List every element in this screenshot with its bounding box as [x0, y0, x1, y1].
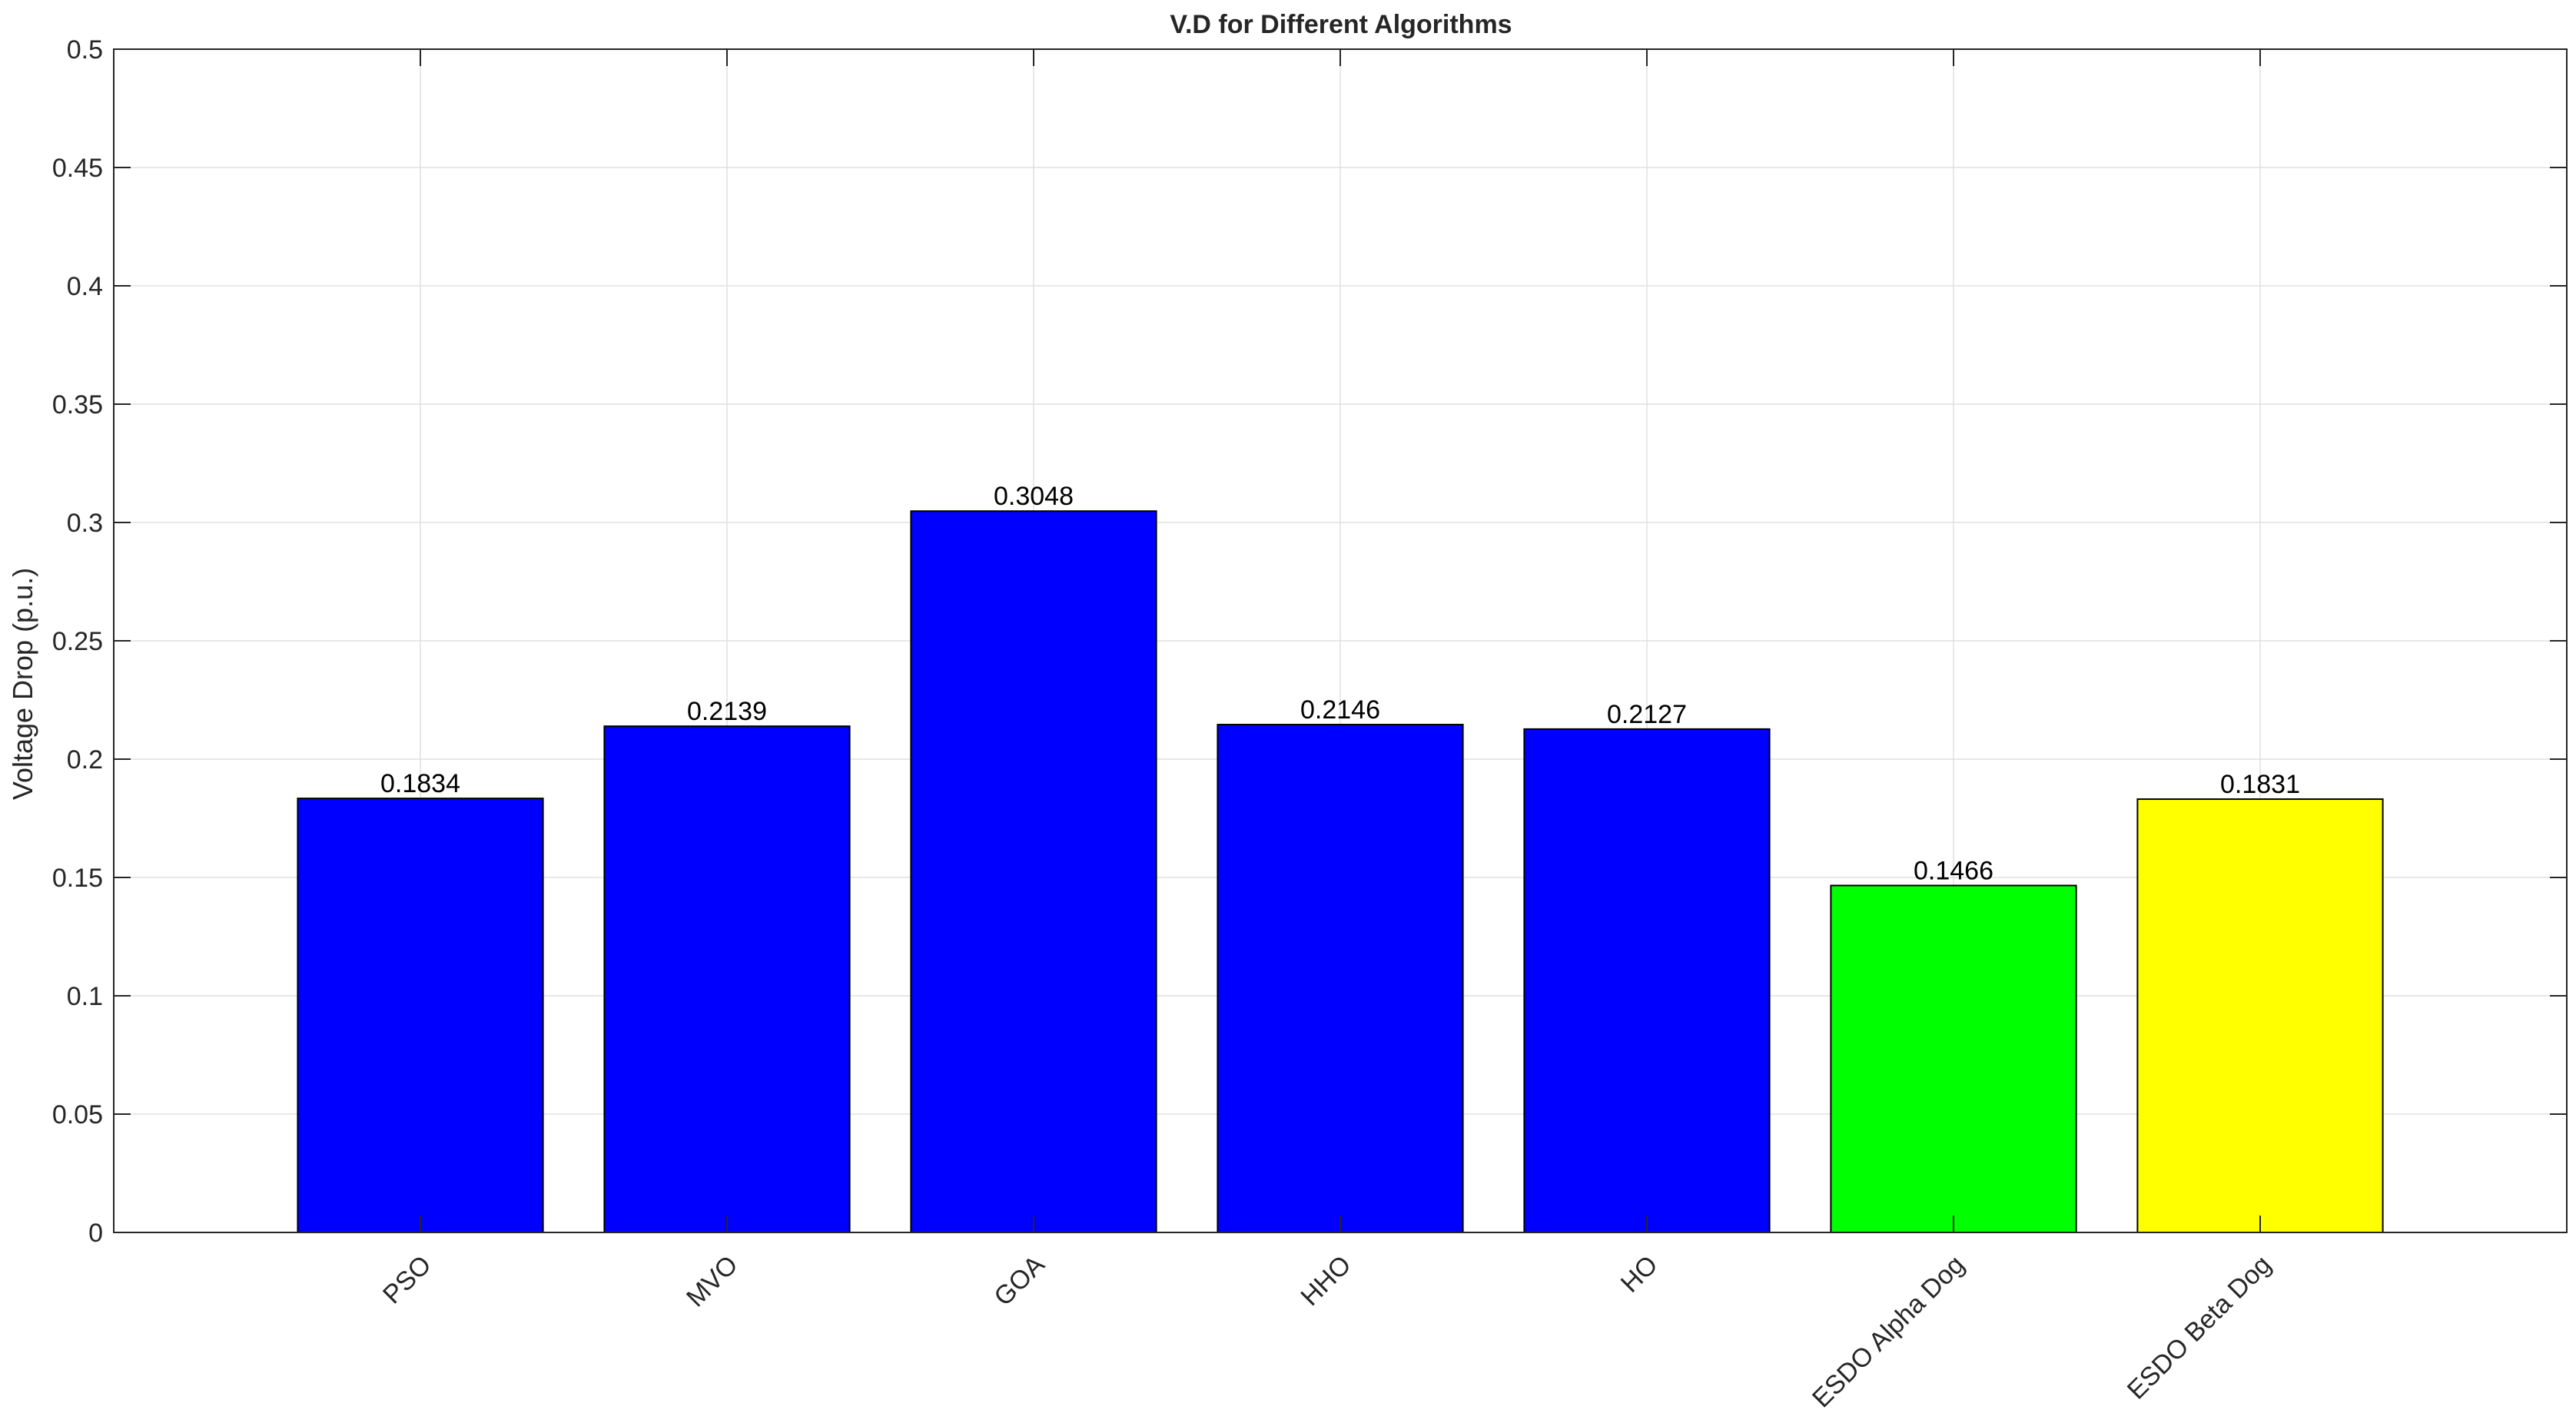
- y-axis-label: Voltage Drop (p.u.): [7, 568, 38, 800]
- x-tick-label: GOA: [988, 1250, 1051, 1312]
- bar-value-label: 0.1831: [2220, 770, 2300, 799]
- axes-layer: [113, 48, 2568, 1233]
- x-tick-label: MVO: [681, 1250, 744, 1313]
- bar-value-label: 0.2127: [1607, 700, 1687, 729]
- y-tick-label: 0.2: [67, 745, 103, 775]
- y-tick-label: 0.35: [52, 390, 103, 420]
- y-tick-label: 0.4: [67, 272, 103, 301]
- bar-pso: [297, 798, 544, 1234]
- bar-hho: [1217, 724, 1464, 1233]
- chart-title: V.D for Different Algorithms: [1170, 10, 1512, 39]
- y-tick-label: 0.1: [67, 982, 103, 1011]
- y-tick-label: 0: [88, 1219, 103, 1248]
- bar-ho: [1523, 728, 1771, 1233]
- bar-esdo-beta-dog: [2136, 798, 2384, 1233]
- y-tick-label: 0.15: [52, 864, 103, 893]
- y-tick-label: 0.5: [67, 35, 103, 65]
- bar-esdo-alpha-dog: [1830, 884, 2077, 1234]
- bar-value-label: 0.2146: [1300, 695, 1380, 725]
- x-tick-label: PSO: [377, 1250, 437, 1310]
- bar-goa: [910, 510, 1157, 1233]
- x-tick-label: ESDO Beta Dog: [2122, 1250, 2277, 1405]
- x-tick-label: ESDO Alpha Dog: [1807, 1250, 1970, 1414]
- y-tick-label: 0.3: [67, 509, 103, 538]
- bar-value-label: 0.1834: [380, 769, 460, 798]
- y-tick-label: 0.05: [52, 1100, 103, 1129]
- bars-layer: [297, 510, 2384, 1234]
- x-tick-label: HO: [1615, 1250, 1664, 1299]
- bar-value-label: 0.2139: [687, 697, 767, 726]
- bar-value-label: 0.3048: [994, 482, 1074, 511]
- bar-mvo: [603, 725, 851, 1233]
- y-tick-label: 0.45: [52, 154, 103, 183]
- bar-value-label: 0.1466: [1914, 856, 1993, 885]
- x-tick-label: HHO: [1295, 1250, 1356, 1312]
- y-tick-label: 0.25: [52, 627, 103, 656]
